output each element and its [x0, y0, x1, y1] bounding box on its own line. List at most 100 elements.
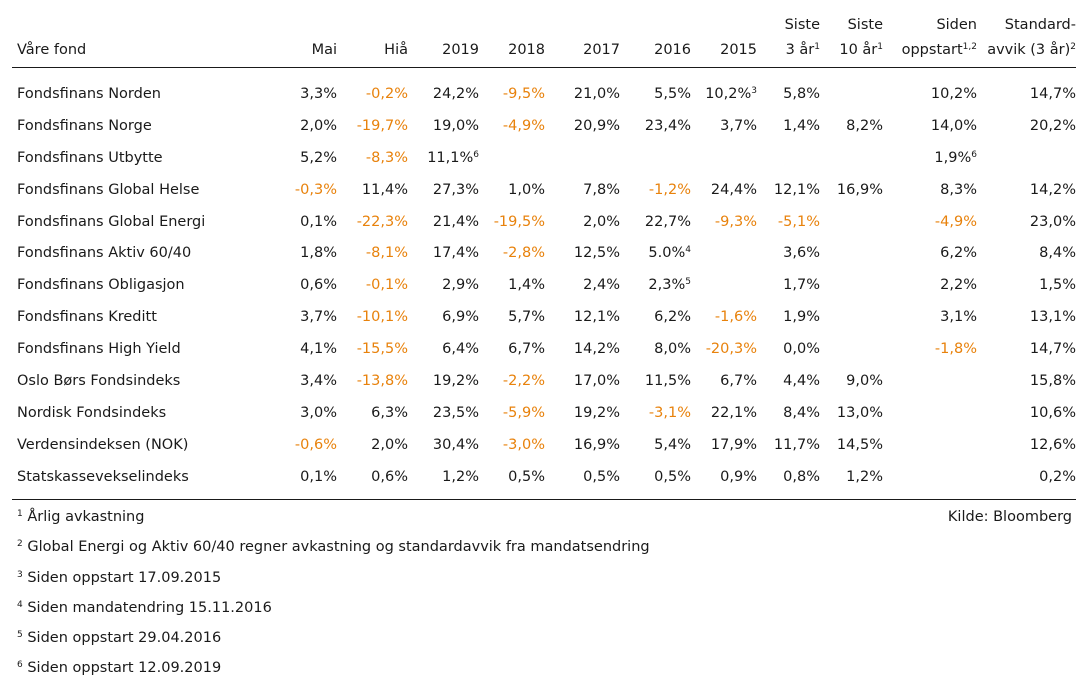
- return-cell: [620, 142, 691, 174]
- footnote-number: 4: [17, 599, 23, 610]
- footnote-number: 2: [17, 539, 23, 550]
- return-value: -1,6%: [714, 309, 757, 326]
- return-value: 14,5%: [836, 436, 883, 453]
- return-value: 19,2%: [432, 372, 479, 389]
- return-cell: -15,5%: [337, 333, 408, 365]
- return-cell: [883, 397, 977, 429]
- return-value: 6,7%: [508, 341, 545, 358]
- return-cell: 6,4%: [408, 333, 479, 365]
- column-header-text: 2015: [720, 42, 757, 58]
- column-header-text: Siste: [847, 17, 883, 33]
- return-value: 12,5%: [573, 245, 620, 262]
- return-cell: 17,9%: [691, 429, 757, 461]
- return-cell: 19,2%: [408, 365, 479, 397]
- fund-name: Fondsfinans Kreditt: [17, 309, 157, 326]
- return-value: 1,7%: [783, 277, 820, 294]
- return-cell: -9,3%: [691, 206, 757, 238]
- return-value: 10,2%: [930, 85, 977, 102]
- return-cell: 3,7%: [277, 301, 337, 333]
- fund-name: Fondsfinans Norge: [17, 117, 152, 134]
- fund-name: Fondsfinans Aktiv 60/40: [17, 245, 192, 262]
- return-value: 16,9%: [573, 436, 620, 453]
- return-value: 14,2%: [573, 341, 620, 358]
- column-header-text: Hiå: [384, 42, 408, 58]
- return-cell: 3,1%: [883, 301, 977, 333]
- return-value: 19,0%: [432, 117, 479, 134]
- return-cell: 8,4%: [977, 237, 1076, 269]
- return-value: 2,0%: [300, 117, 337, 134]
- return-cell: 5,5%: [620, 68, 691, 110]
- return-cell: [820, 142, 883, 174]
- fund-returns-table: Våre fond Mai Hiå 2019 2018 2017 2016 2015 Siste…: [12, 12, 1076, 500]
- return-value: -5,9%: [502, 404, 545, 421]
- return-cell: 5,8%: [757, 68, 820, 110]
- column-header: 2016: [620, 12, 691, 68]
- table-row: Verdensindeksen (NOK) -0,6% 2,0% 30,4% -3,0%…: [12, 429, 1076, 461]
- column-header: 2019: [408, 12, 479, 68]
- return-value: 1,9%: [934, 149, 972, 166]
- column-header-text: oppstart1,2: [883, 38, 977, 63]
- fund-name: Statskassevekselindeks: [12, 460, 277, 500]
- return-value: 5.0%: [648, 245, 686, 262]
- return-value: -15,5%: [356, 341, 408, 358]
- table-row: Fondsfinans Norden 3,3% -0,2% 24,2% -9,5% 21,…: [12, 68, 1076, 110]
- return-value: 22,1%: [710, 404, 757, 421]
- fund-name: Verdensindeksen (NOK): [17, 436, 189, 453]
- footnote-item: 3 Siden oppstart 17.09.2015: [17, 566, 650, 596]
- return-value: 17,4%: [432, 245, 479, 262]
- footnote-item: 1 Årlig avkastning: [17, 505, 650, 535]
- return-value: 0,6%: [300, 277, 337, 294]
- return-cell: 16,9%: [545, 429, 620, 461]
- fund-name: Fondsfinans Norden: [17, 85, 161, 102]
- return-cell: 10,2%: [883, 68, 977, 110]
- return-value: -22,3%: [356, 213, 408, 230]
- return-value: 13,0%: [836, 404, 883, 421]
- return-value: 3,7%: [300, 309, 337, 326]
- footnote-ref: 6: [971, 149, 977, 160]
- return-cell: 1,8%: [277, 237, 337, 269]
- return-cell: 1,9%6: [883, 142, 977, 174]
- return-cell: -1,6%: [691, 301, 757, 333]
- return-value: 2,3%: [648, 277, 686, 294]
- return-cell: 12,1%: [757, 174, 820, 206]
- return-cell: 1,7%: [757, 269, 820, 301]
- return-value: 1,4%: [508, 277, 545, 294]
- return-cell: 0,1%: [277, 460, 337, 500]
- return-cell: 6,9%: [408, 301, 479, 333]
- return-cell: 1,2%: [408, 460, 479, 500]
- column-header-text: 2018: [508, 42, 545, 58]
- return-cell: 12,1%: [545, 301, 620, 333]
- return-value: 2,2%: [940, 277, 977, 294]
- return-value: 12,1%: [773, 181, 820, 198]
- return-value: 0,8%: [783, 468, 820, 485]
- return-cell: 0,5%: [479, 460, 545, 500]
- return-cell: 11,1%6: [408, 142, 479, 174]
- return-cell: 0,0%: [757, 333, 820, 365]
- return-value: 17,0%: [573, 372, 620, 389]
- column-header-label: oppstart: [901, 42, 963, 58]
- return-cell: -4,9%: [883, 206, 977, 238]
- return-cell: [691, 237, 757, 269]
- return-cell: 20,9%: [545, 110, 620, 142]
- table-row: Fondsfinans Aktiv 60/40 1,8% -8,1% 17,4% -2,…: [12, 237, 1076, 269]
- return-cell: 19,0%: [408, 110, 479, 142]
- return-value: -8,1%: [365, 245, 408, 262]
- table-row: Nordisk Fondsindeks 3,0% 6,3% 23,5% -5,9% 19,…: [12, 397, 1076, 429]
- return-value: 2,4%: [583, 277, 620, 294]
- table-row: Oslo Børs Fondsindeks 3,4% -13,8% 19,2% -2,2…: [12, 365, 1076, 397]
- return-cell: [820, 333, 883, 365]
- footnote-ref: 3: [751, 85, 757, 96]
- return-cell: 2,9%: [408, 269, 479, 301]
- return-cell: -3,1%: [620, 397, 691, 429]
- return-value: 8,4%: [1039, 245, 1076, 262]
- fund-name: Fondsfinans Global Helse: [17, 181, 200, 198]
- source-note: Kilde: Bloomberg: [947, 509, 1072, 525]
- return-cell: 7,8%: [545, 174, 620, 206]
- return-value: 11,5%: [644, 372, 691, 389]
- return-value: 5,4%: [654, 436, 691, 453]
- footnote-ref: 5: [685, 277, 691, 288]
- return-value: 23,0%: [1029, 213, 1076, 230]
- return-value: 8,4%: [783, 404, 820, 421]
- return-value: 6,4%: [442, 341, 479, 358]
- return-cell: 19,2%: [545, 397, 620, 429]
